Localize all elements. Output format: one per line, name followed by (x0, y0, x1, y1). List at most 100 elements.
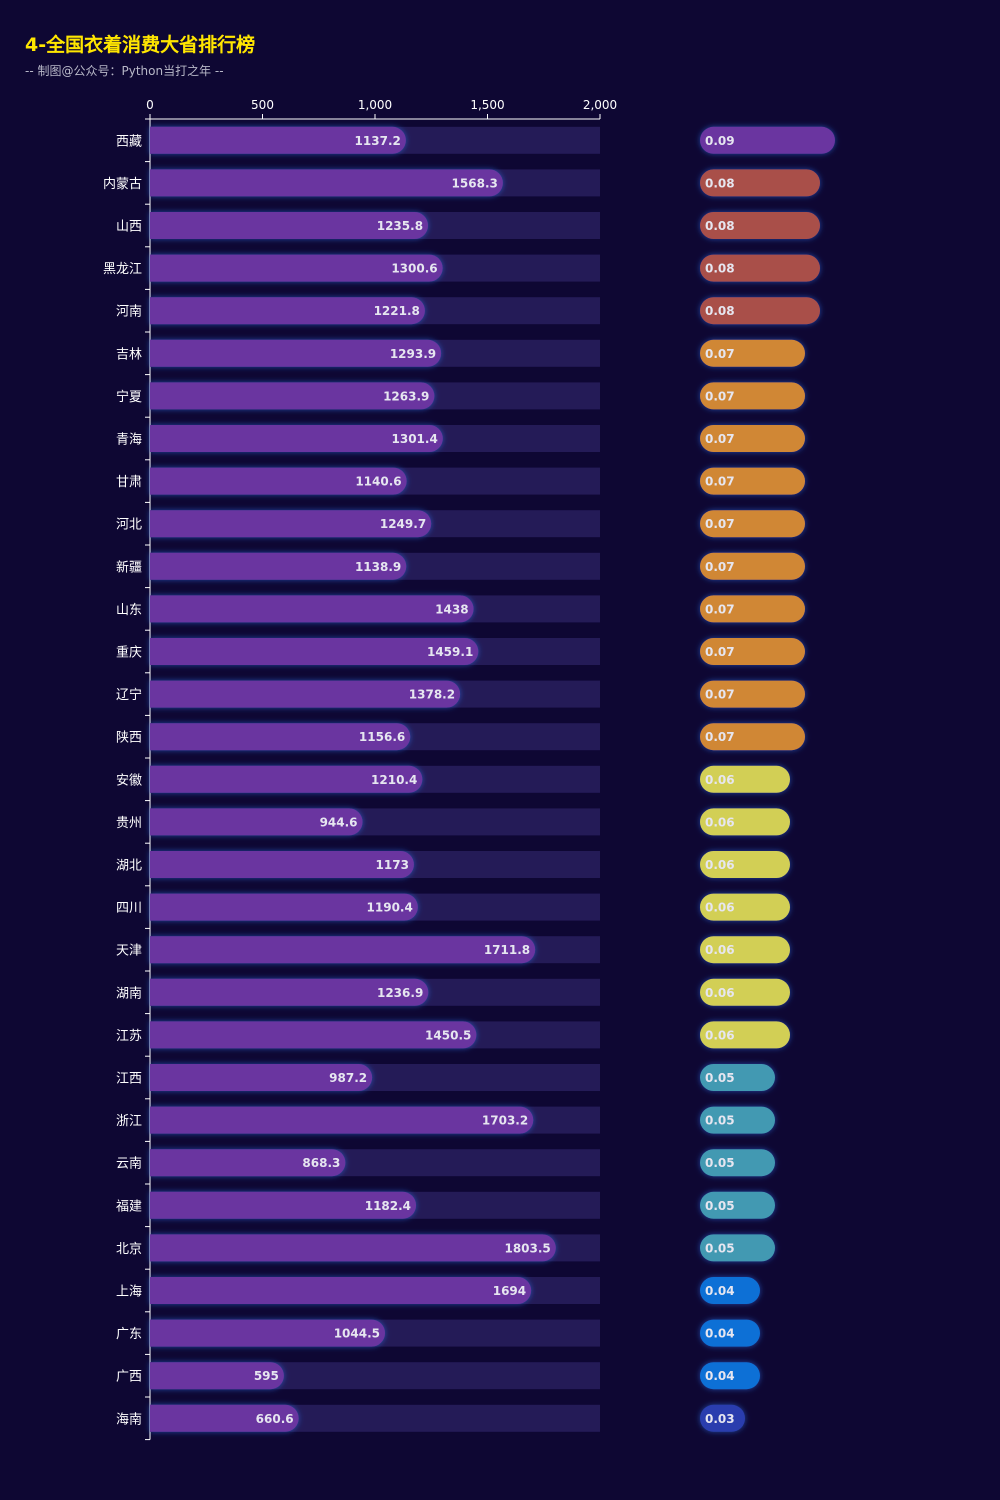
ratio-label: 0.07 (705, 645, 735, 659)
category-label: 江苏 (116, 1028, 142, 1044)
ratio-bar (700, 1234, 775, 1262)
value-bar (150, 1234, 556, 1262)
ratio-bar (700, 765, 790, 793)
value-label: 1378.2 (409, 688, 455, 702)
value-label: 1711.8 (484, 943, 530, 957)
value-bar (150, 723, 411, 751)
ratio-bar (700, 893, 790, 921)
x-tick-label: 500 (251, 98, 274, 112)
ratio-bar (700, 510, 805, 538)
value-label: 1190.4 (367, 901, 413, 915)
ratio-label: 0.06 (705, 815, 735, 829)
ratio-bar (700, 936, 790, 964)
ratio-bar (700, 1021, 790, 1049)
ratio-bar (700, 851, 790, 878)
category-label: 山西 (116, 220, 142, 235)
category-label: 青海 (116, 433, 142, 448)
ratio-bar (700, 1319, 760, 1347)
value-label: 1438 (435, 602, 468, 616)
value-bar (150, 1149, 346, 1177)
value-label: 1263.9 (383, 389, 429, 403)
value-bar (150, 1021, 477, 1049)
ratio-label: 0.05 (705, 1241, 735, 1255)
value-label: 1300.6 (391, 262, 437, 276)
value-bar (150, 808, 363, 836)
ratio-bar (700, 680, 805, 708)
value-label: 1137.2 (355, 134, 401, 148)
ratio-label: 0.07 (705, 730, 735, 744)
ratio-bar (700, 1149, 775, 1177)
ratio-bar (700, 1191, 775, 1219)
value-label: 1450.5 (425, 1028, 471, 1042)
ratio-label: 0.06 (705, 901, 735, 915)
value-bar (150, 126, 406, 154)
ratio-bar (700, 382, 805, 410)
ratio-label: 0.08 (705, 262, 735, 276)
category-label: 河北 (116, 518, 142, 533)
value-label: 1236.9 (377, 986, 423, 1000)
ratio-bar (700, 808, 790, 836)
category-label: 吉林 (116, 347, 142, 362)
category-label: 内蒙古 (103, 176, 142, 192)
ratio-bar (700, 1404, 745, 1432)
x-tick-label: 1,000 (358, 98, 392, 112)
value-label: 1156.6 (359, 730, 405, 744)
value-label: 1173 (376, 858, 409, 872)
value-bar (150, 1362, 284, 1390)
category-label: 西藏 (116, 134, 142, 149)
x-tick-label: 2,000 (583, 98, 617, 112)
value-label: 1138.9 (355, 560, 401, 574)
ratio-label: 0.07 (705, 432, 735, 446)
value-bar (150, 978, 429, 1006)
category-label: 甘肃 (116, 475, 142, 490)
ratio-bar (700, 169, 820, 197)
value-bar (150, 595, 474, 623)
ratio-label: 0.04 (705, 1369, 735, 1383)
category-label: 新疆 (116, 559, 142, 575)
value-bar (150, 1191, 417, 1219)
category-label: 山东 (116, 603, 142, 618)
value-label: 1568.3 (452, 176, 498, 190)
ratio-label: 0.07 (705, 688, 735, 702)
category-label: 广西 (116, 1370, 142, 1385)
value-label: 944.6 (320, 815, 358, 829)
value-label: 1140.6 (355, 475, 401, 489)
value-bar (150, 765, 423, 793)
ratio-label: 0.05 (705, 1199, 735, 1213)
ratio-bar (700, 297, 820, 325)
ratio-bar (700, 1362, 760, 1390)
value-bar (150, 254, 443, 282)
ratio-bar (700, 212, 820, 239)
value-bar (150, 467, 407, 495)
value-label: 1694 (493, 1284, 526, 1298)
ratio-bar (700, 1277, 760, 1304)
value-label: 1210.4 (371, 773, 417, 787)
category-label: 湖南 (116, 985, 142, 1001)
ratio-bar (700, 467, 805, 495)
ratio-label: 0.06 (705, 773, 735, 787)
value-label: 1182.4 (365, 1199, 411, 1213)
ratio-label: 0.07 (705, 475, 735, 489)
ratio-bar (700, 595, 805, 623)
ratio-label: 0.05 (705, 1114, 735, 1128)
ratio-bar (700, 339, 805, 367)
ratio-bar (700, 1106, 775, 1134)
value-bar (150, 169, 503, 197)
ratio-bar (700, 723, 805, 751)
ratio-label: 0.03 (705, 1412, 735, 1426)
value-bar (150, 893, 418, 921)
chart-title: 4-全国衣着消费大省排行榜 (25, 34, 256, 56)
chart-subtitle: -- 制图@公众号：Python当打之年 -- (25, 64, 224, 78)
value-bar (150, 552, 407, 580)
category-label: 福建 (116, 1199, 142, 1214)
value-bar (150, 297, 425, 325)
value-bar (150, 382, 435, 410)
value-label: 1803.5 (504, 1241, 550, 1255)
value-bars: 1137.2 1568.3 1235.8 1300.6 1221.8 1293.9 1263… (150, 126, 556, 1432)
x-axis: 0 500 1,000 1,500 2,000 西藏内蒙古山西黑龙江河南吉林宁夏青海甘肃河… (103, 98, 617, 1441)
value-bar (150, 1277, 532, 1304)
category-label: 浙江 (116, 1114, 142, 1129)
value-bar (150, 212, 429, 239)
value-bar (150, 680, 461, 708)
